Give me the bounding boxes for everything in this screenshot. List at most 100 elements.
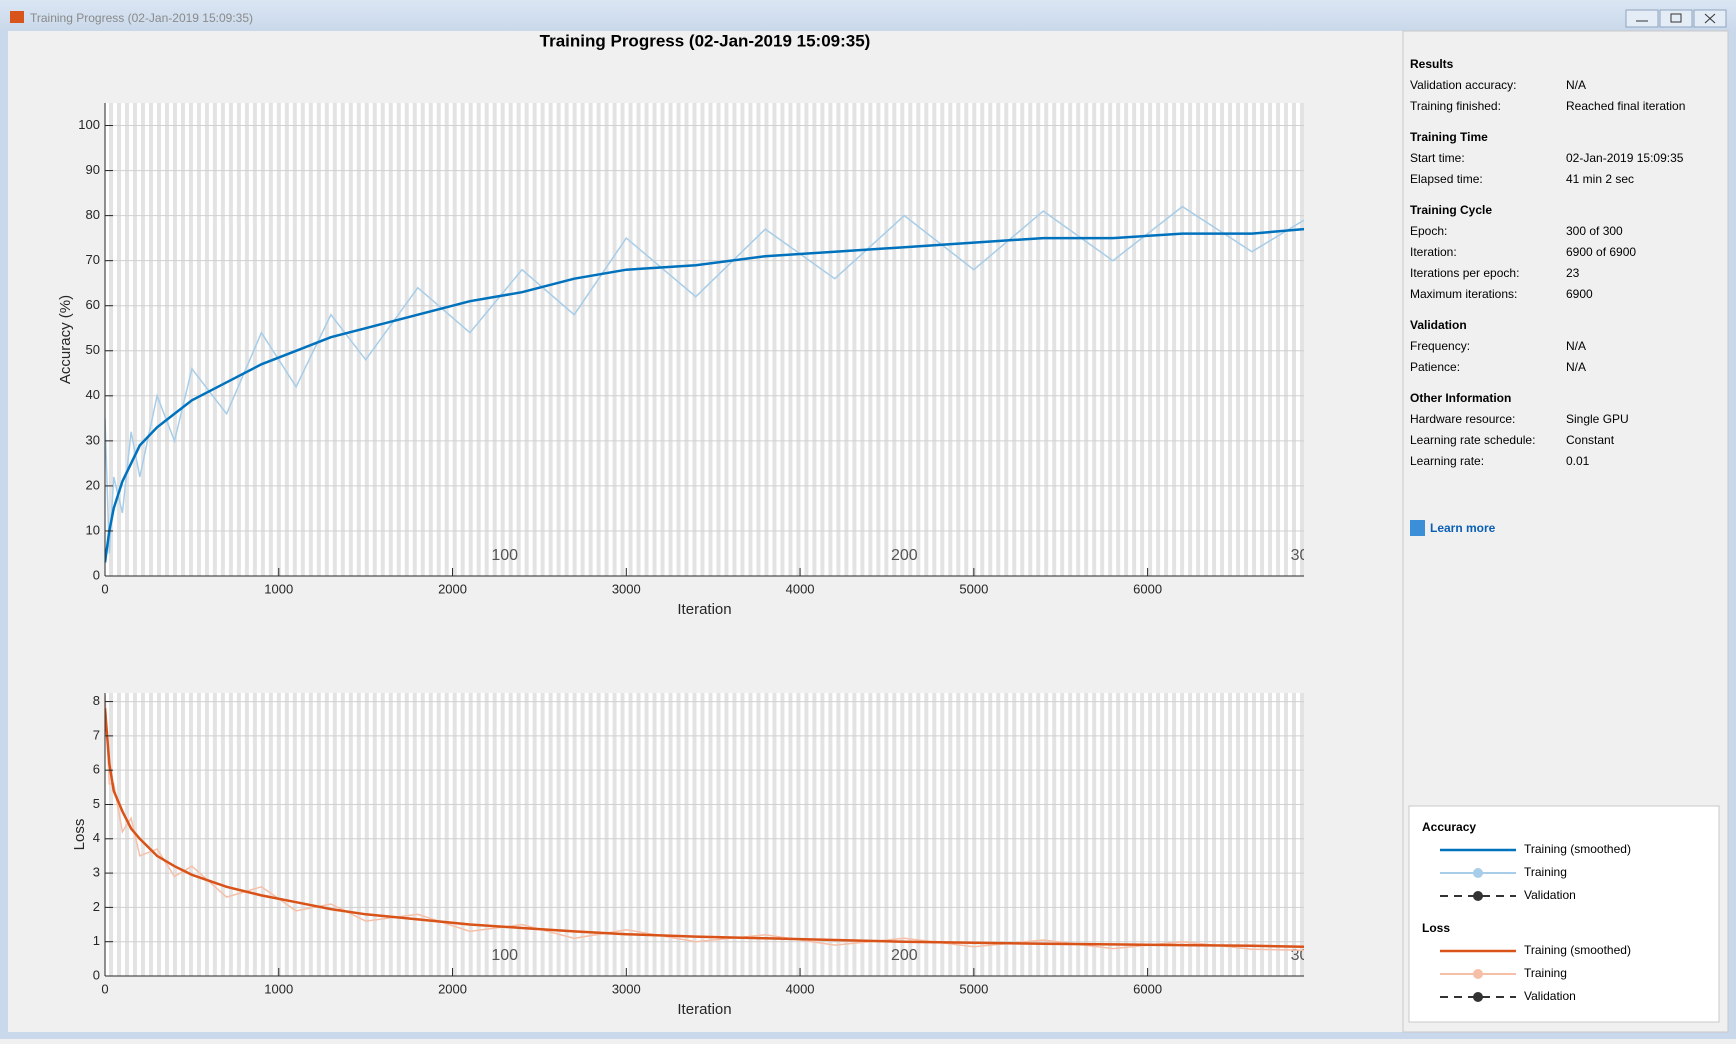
epoch-stripe (364, 693, 369, 976)
epoch-label: 200 (891, 947, 918, 964)
epoch-stripe (916, 103, 921, 576)
epoch-stripe (892, 103, 897, 576)
info-label: Training finished: (1410, 99, 1501, 113)
epoch-stripe (836, 693, 841, 976)
epoch-stripe (1300, 693, 1304, 976)
minimize-button[interactable] (1625, 9, 1659, 28)
epoch-stripe (1236, 103, 1241, 576)
epoch-stripe (780, 103, 785, 576)
epoch-stripe (1108, 103, 1113, 576)
epoch-stripe (300, 103, 305, 576)
epoch-stripe (828, 693, 833, 976)
y-axis-label: Accuracy (%) (57, 295, 74, 384)
epoch-stripe (996, 693, 1001, 976)
info-label: Epoch: (1410, 224, 1447, 238)
epoch-stripe (268, 103, 273, 576)
epoch-stripe (188, 693, 193, 976)
learn-more-link[interactable]: Learn more (1430, 521, 1496, 535)
maximize-button[interactable] (1659, 9, 1693, 28)
epoch-stripe (604, 103, 609, 576)
epoch-stripe (772, 103, 777, 576)
epoch-stripe (1284, 693, 1289, 976)
epoch-stripe (436, 103, 441, 576)
epoch-stripe (164, 103, 169, 576)
epoch-stripe (268, 693, 273, 976)
epoch-stripe (228, 693, 233, 976)
epoch-stripe (644, 693, 649, 976)
y-tick-label: 10 (86, 522, 100, 537)
legend-marker (1473, 969, 1483, 979)
y-tick-label: 20 (86, 477, 100, 492)
epoch-stripe (876, 693, 881, 976)
epoch-stripe (1060, 693, 1065, 976)
epoch-stripe (796, 103, 801, 576)
epoch-stripe (948, 693, 953, 976)
epoch-stripe (332, 103, 337, 576)
epoch-stripe (804, 103, 809, 576)
x-tick-label: 1000 (264, 981, 293, 996)
legend-group-title: Loss (1422, 921, 1450, 935)
epoch-stripe (748, 693, 753, 976)
epoch-stripe (196, 693, 201, 976)
epoch-stripe (276, 693, 281, 976)
epoch-stripe (444, 103, 449, 576)
info-label: Patience: (1410, 360, 1460, 374)
y-tick-label: 1 (93, 933, 100, 948)
epoch-stripe (780, 693, 785, 976)
epoch-stripe (1252, 103, 1257, 576)
info-label: Hardware resource: (1410, 412, 1515, 426)
epoch-stripe (108, 693, 113, 976)
epoch-stripe (964, 103, 969, 576)
epoch-stripe (372, 693, 377, 976)
epoch-stripe (388, 693, 393, 976)
epoch-stripe (1132, 693, 1137, 976)
epoch-stripe (820, 103, 825, 576)
x-tick-label: 0 (101, 581, 108, 596)
epoch-stripe (1220, 103, 1225, 576)
legend-label: Training (1524, 966, 1567, 980)
close-icon (1704, 13, 1716, 24)
series-line (105, 708, 1304, 949)
legend-box (1408, 805, 1720, 1023)
epoch-stripe (972, 103, 977, 576)
epoch-stripe (1068, 693, 1073, 976)
epoch-stripe (596, 693, 601, 976)
y-tick-label: 4 (93, 830, 100, 845)
epoch-stripe (1244, 103, 1249, 576)
epoch-stripe (164, 693, 169, 976)
epoch-stripe (1100, 693, 1105, 976)
info-value: Constant (1566, 433, 1615, 447)
epoch-stripe (620, 693, 625, 976)
epoch-stripe (1228, 103, 1233, 576)
epoch-stripe (940, 693, 945, 976)
info-value: 23 (1566, 266, 1580, 280)
info-label: Validation accuracy: (1410, 78, 1517, 92)
epoch-stripe (484, 693, 489, 976)
epoch-stripe (876, 103, 881, 576)
epoch-stripe (404, 103, 409, 576)
epoch-stripe (564, 693, 569, 976)
epoch-stripe (156, 693, 161, 976)
y-tick-label: 40 (86, 387, 100, 402)
epoch-stripe (212, 693, 217, 976)
epoch-stripe (908, 693, 913, 976)
epoch-stripe (1020, 693, 1025, 976)
epoch-stripe (468, 693, 473, 976)
info-value: 0.01 (1566, 454, 1590, 468)
epoch-stripe (124, 103, 129, 576)
legend-marker (1473, 868, 1483, 878)
epoch-stripe (276, 103, 281, 576)
epoch-stripe (668, 103, 673, 576)
epoch-stripe (740, 693, 745, 976)
epoch-stripe (1052, 693, 1057, 976)
epoch-stripe (1044, 103, 1049, 576)
epoch-stripe (1284, 103, 1289, 576)
epoch-stripe (404, 693, 409, 976)
epoch-stripe (756, 103, 761, 576)
info-label: Maximum iterations: (1410, 287, 1517, 301)
epoch-stripe (836, 103, 841, 576)
epoch-stripe (532, 103, 537, 576)
epoch-stripe (612, 693, 617, 976)
info-value: N/A (1566, 339, 1586, 353)
section-title: Results (1410, 57, 1454, 71)
